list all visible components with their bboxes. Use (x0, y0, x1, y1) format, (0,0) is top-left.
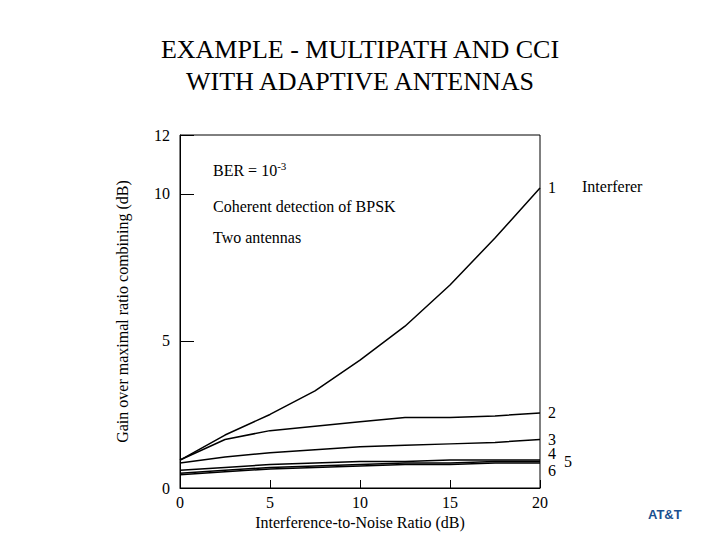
svg-text:EXAMPLE - MULTIPATH AND CCI: EXAMPLE - MULTIPATH AND CCI (161, 35, 559, 64)
svg-text:10: 10 (154, 185, 170, 202)
svg-text:-3: -3 (277, 160, 287, 172)
svg-text:3: 3 (548, 431, 556, 448)
svg-text:12: 12 (154, 127, 170, 144)
svg-text:Interferer: Interferer (582, 178, 643, 195)
svg-text:Gain over maximal ratio combin: Gain over maximal ratio combining (dB) (114, 180, 132, 443)
svg-text:WITH ADAPTIVE ANTENNAS: WITH ADAPTIVE ANTENNAS (186, 67, 534, 96)
svg-text:5: 5 (266, 494, 274, 511)
svg-text:6: 6 (548, 462, 556, 479)
svg-text:5: 5 (564, 453, 572, 470)
svg-text:0: 0 (176, 494, 184, 511)
svg-text:2: 2 (548, 404, 556, 421)
svg-text:Two antennas: Two antennas (213, 229, 301, 246)
svg-text:4: 4 (548, 445, 556, 462)
svg-text:20: 20 (532, 494, 548, 511)
svg-text:BER = 10: BER = 10 (213, 162, 277, 179)
svg-text:1: 1 (548, 179, 556, 196)
svg-text:Interference-to-Noise Ratio (d: Interference-to-Noise Ratio (dB) (255, 514, 465, 532)
svg-text:Coherent detection of BPSK: Coherent detection of BPSK (213, 198, 396, 215)
svg-text:5: 5 (162, 332, 170, 349)
svg-text:0: 0 (162, 480, 170, 497)
svg-text:15: 15 (442, 494, 458, 511)
svg-text:10: 10 (352, 494, 368, 511)
svg-text:AT&T: AT&T (648, 507, 682, 522)
